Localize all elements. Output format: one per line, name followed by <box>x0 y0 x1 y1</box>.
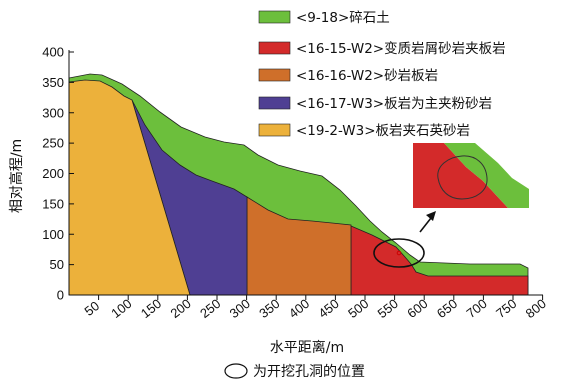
x-tick-label: 100 <box>108 296 134 321</box>
x-axis: 50 100 150 200 250 300 350 400 450 500 550 600 650 70… <box>69 294 549 321</box>
x-tick-label: 550 <box>375 296 401 321</box>
legend-label-gravel-soil: <9-18>碎石土 <box>296 10 390 26</box>
y-tick-label: 50 <box>50 257 64 272</box>
x-tick-label: 650 <box>434 296 460 321</box>
x-tick-marks: 50 100 150 200 250 300 350 400 450 500 550 600 650 70… <box>82 295 549 321</box>
inset-red-region <box>413 143 508 208</box>
x-tick-label: 250 <box>197 296 223 321</box>
zoom-pointer-arrowhead <box>426 211 436 221</box>
y-tick-label: 400 <box>42 45 64 60</box>
y-axis: 0 50 100 150 200 250 300 350 400 <box>42 45 74 303</box>
legend-label-slate-quartz: <19-2-W3>板岩夹石英砂岩 <box>296 122 470 139</box>
y-tick-marks: 0 50 100 150 200 250 300 350 400 <box>42 45 74 303</box>
y-tick-label: 100 <box>42 227 64 242</box>
zoom-pointer-line <box>419 217 432 233</box>
caption-ellipse-icon <box>224 363 248 379</box>
x-tick-label: 800 <box>523 296 549 321</box>
x-tick-label: 150 <box>138 296 164 321</box>
layers <box>68 73 529 296</box>
legend-label-metasandstone: <16-15-W2>变质岩屑砂岩夹板岩 <box>296 41 506 57</box>
inset-hole-outline <box>437 155 488 200</box>
y-tick-label: 200 <box>42 166 64 181</box>
legend-swatch-slate-siltstone <box>258 96 291 110</box>
y-tick-label: 150 <box>42 196 64 211</box>
x-tick-label: 50 <box>82 298 103 319</box>
x-tick-label: 400 <box>286 296 312 321</box>
y-axis-title: 相对高程/m <box>8 139 25 213</box>
y-tick-label: 250 <box>42 136 64 151</box>
x-tick-label: 700 <box>463 296 489 321</box>
legend-swatch-gravel-soil <box>258 10 291 24</box>
x-tick-label: 750 <box>493 296 519 321</box>
zoom-inset <box>413 143 529 208</box>
x-tick-label: 600 <box>404 296 430 321</box>
y-tick-label: 0 <box>57 288 64 303</box>
hole-point <box>396 250 402 256</box>
legend-swatch-sandstone-slate <box>258 68 291 82</box>
x-tick-label: 450 <box>315 296 341 321</box>
y-tick-label: 300 <box>42 105 64 120</box>
legend: <9-18>碎石土 <16-15-W2>变质岩屑砂岩夹板岩 <16-16-W2>… <box>258 10 506 139</box>
x-tick-label: 200 <box>167 296 193 321</box>
x-axis-title: 水平距离/m <box>270 339 344 356</box>
x-tick-label: 350 <box>256 296 282 321</box>
y-tick-label: 350 <box>42 75 64 90</box>
legend-swatch-metasandstone <box>258 41 291 55</box>
x-tick-label: 500 <box>345 296 371 321</box>
legend-label-slate-siltstone: <16-17-W3>板岩为主夹粉砂岩 <box>296 96 492 112</box>
figure-caption: 为开挖孔洞的位置 <box>253 364 365 380</box>
x-tick-label: 300 <box>227 296 253 321</box>
legend-swatch-slate-quartz <box>258 123 291 137</box>
legend-label-sandstone-slate: <16-16-W2>砂岩板岩 <box>296 68 438 84</box>
excavation-hole-marker <box>373 238 425 268</box>
